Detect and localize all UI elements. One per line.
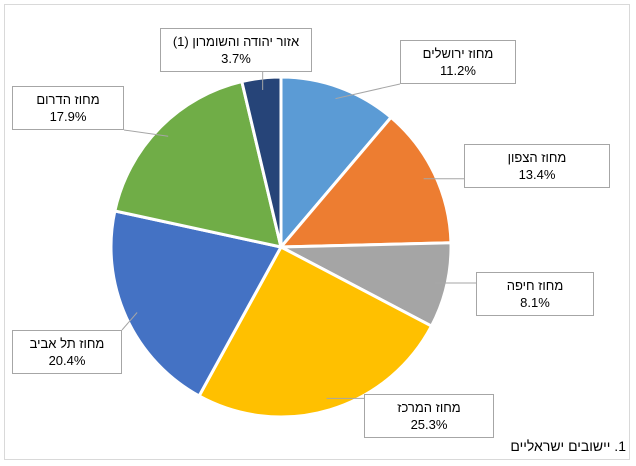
leader-line — [335, 83, 401, 100]
pie-slice — [277, 115, 453, 249]
slice-label-value: 8.1% — [520, 295, 550, 310]
slice-label-value: 3.7% — [221, 51, 251, 66]
leader-line — [121, 312, 138, 331]
slice-label-value: 20.4% — [48, 353, 86, 368]
slice-label: מחוז הצפון 13.4% — [464, 144, 610, 188]
slice-label-value: 11.2% — [440, 63, 476, 78]
pie-slice — [197, 244, 434, 419]
slice-label: מחוז חיפה 8.1% — [476, 272, 594, 316]
slice-label-name: מחוז חיפה — [506, 278, 564, 293]
slice-label: מחוז הדרום 17.9% — [12, 86, 124, 130]
slice-label-name: אזור יהודה והשומרון (1) — [172, 34, 300, 49]
pie-slice — [240, 75, 283, 248]
slice-label-name: מחוז תל אביב — [29, 336, 105, 351]
slice-label: מחוז ירושלים 11.2% — [400, 40, 516, 84]
slice-label-value: 17.9% — [49, 109, 87, 124]
slice-label-name: מחוז הדרום — [36, 92, 100, 107]
leader-line — [123, 129, 169, 137]
slice-label-name: מחוז הצפון — [507, 150, 567, 165]
slice-label-value: 13.4% — [518, 167, 556, 182]
chart-frame — [4, 4, 630, 460]
pie-slice — [109, 209, 284, 399]
footnote: 1. יישובים ישראליים — [510, 438, 626, 454]
pie-slice — [279, 75, 394, 252]
slice-label: מחוז המרכז 25.3% — [364, 394, 494, 438]
slice-label: אזור יהודה והשומרון (1) 3.7% — [160, 28, 312, 72]
pie-slice — [113, 79, 284, 249]
slice-label: מחוז תל אביב 20.4% — [12, 330, 122, 374]
slice-label-value: 25.3% — [410, 417, 448, 432]
slice-label-name: מחוז המרכז — [397, 400, 461, 415]
slice-label-name: מחוז ירושלים — [422, 46, 494, 61]
